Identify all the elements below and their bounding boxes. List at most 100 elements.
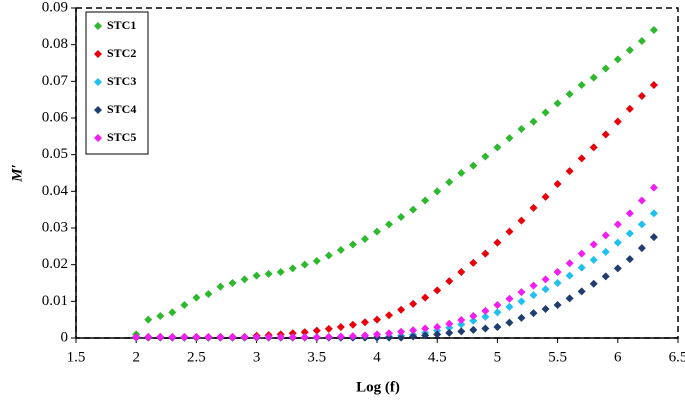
x-tick-label: 4.5 [428, 349, 447, 365]
y-tick-label: 0.01 [42, 293, 68, 309]
point [276, 268, 285, 276]
point [312, 257, 321, 265]
point [625, 229, 634, 238]
point [649, 81, 658, 89]
point [469, 258, 478, 267]
point [156, 333, 165, 342]
y-tick-label: 0.05 [42, 146, 68, 162]
x-tick-label: 6 [614, 349, 622, 365]
point [300, 260, 309, 269]
point [360, 235, 369, 243]
point [216, 282, 225, 291]
y-tick-label: 0.04 [42, 183, 69, 199]
point [541, 192, 550, 201]
point [324, 324, 333, 333]
point [276, 333, 285, 342]
point [421, 196, 430, 205]
point [421, 324, 430, 333]
x-tick-label: 3 [253, 349, 261, 365]
point [577, 81, 586, 89]
x-tick-label: 2.5 [187, 349, 206, 365]
point [132, 333, 141, 342]
point [312, 333, 321, 342]
point [529, 291, 538, 300]
x-tick-label: 4 [373, 349, 381, 365]
point [397, 305, 406, 314]
point [373, 330, 381, 339]
point [505, 134, 514, 143]
y-tick-label: 0.03 [42, 219, 68, 235]
point [625, 46, 634, 55]
legend-marker [94, 22, 102, 30]
point [324, 332, 333, 341]
point [589, 255, 598, 264]
point [637, 244, 646, 253]
point [469, 312, 478, 320]
y-axis-label: M′ [9, 164, 25, 183]
point [457, 327, 466, 336]
point [529, 117, 538, 126]
point [409, 326, 418, 335]
point [637, 92, 646, 100]
point [625, 104, 634, 113]
y-tick-label: 0 [61, 329, 69, 345]
point [493, 143, 502, 152]
legend-marker [94, 50, 102, 58]
point [481, 324, 490, 333]
point [493, 308, 502, 317]
point [565, 90, 574, 99]
point [553, 268, 562, 276]
point [409, 205, 418, 214]
point [445, 323, 454, 332]
legend-marker [94, 78, 102, 86]
y-tick-label: 0.07 [42, 73, 69, 89]
point [529, 203, 538, 212]
point [637, 37, 646, 45]
point [336, 323, 345, 331]
point [421, 293, 430, 302]
point [601, 130, 610, 139]
point [565, 167, 574, 176]
point [541, 108, 550, 117]
point [228, 279, 237, 287]
point [336, 332, 345, 341]
point [649, 233, 658, 242]
point [553, 99, 562, 108]
point [264, 269, 273, 278]
point [649, 209, 658, 218]
point [457, 320, 466, 329]
point [168, 333, 177, 342]
x-tick-label: 3.5 [307, 349, 326, 365]
point [240, 333, 249, 342]
point [348, 320, 357, 329]
point [204, 333, 213, 342]
point [493, 238, 502, 247]
point [433, 323, 442, 331]
point [553, 279, 562, 287]
point [529, 281, 538, 290]
point [469, 316, 478, 325]
point [228, 333, 237, 342]
point [625, 255, 634, 264]
point [541, 285, 550, 294]
point [649, 183, 658, 192]
point [336, 246, 345, 254]
point [553, 301, 562, 309]
point [565, 294, 574, 303]
point [445, 178, 454, 187]
point [385, 333, 394, 342]
y-tick-label: 0.09 [42, 0, 68, 15]
point [553, 180, 562, 188]
point [288, 333, 297, 342]
point [589, 240, 598, 249]
y-tick-label: 0.02 [42, 256, 68, 272]
y-tick-label: 0.08 [42, 36, 68, 52]
point [385, 311, 394, 320]
point [433, 187, 442, 196]
point [541, 305, 550, 314]
point [625, 209, 634, 218]
point [397, 327, 406, 336]
point [565, 259, 574, 268]
point [637, 196, 646, 205]
